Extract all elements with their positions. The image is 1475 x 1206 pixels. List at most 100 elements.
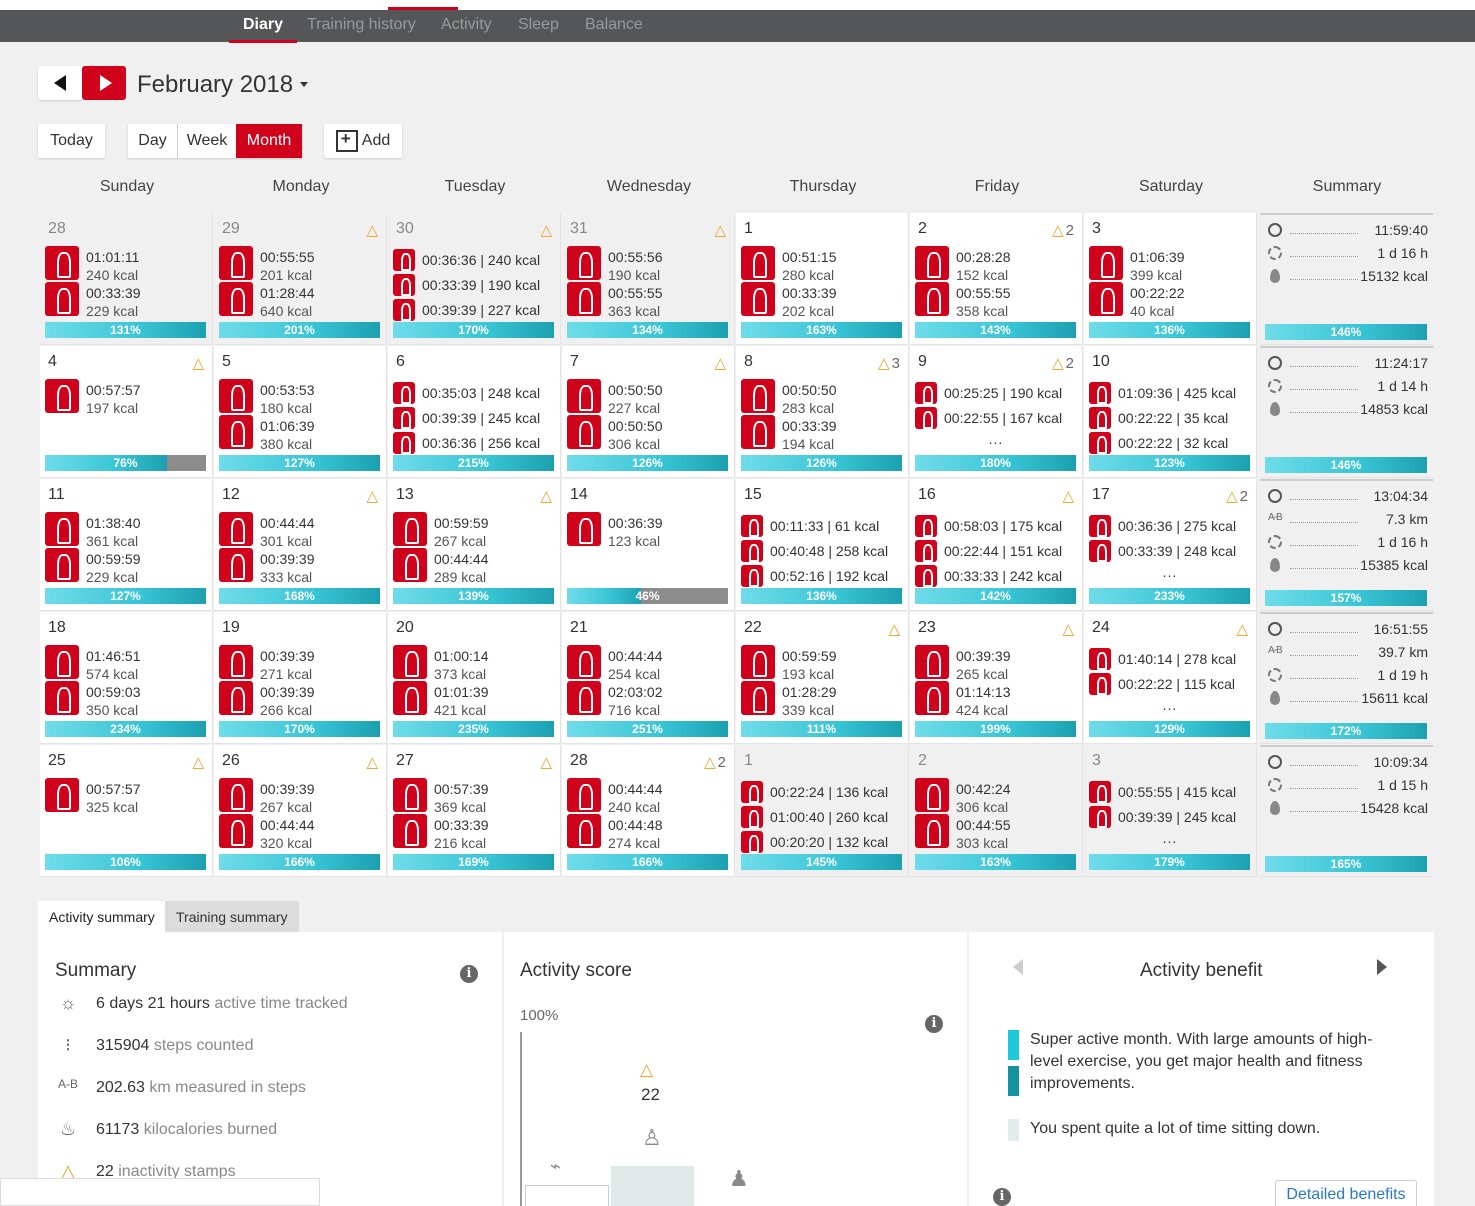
- calendar-day-cell[interactable]: 16 △ 00:58:03 | 175 kcal 00:22:44 | 151 kca…: [910, 479, 1083, 611]
- entry-duration-kcal: 00:33:33 | 242 kcal: [944, 568, 1063, 584]
- entry-kcal: 265 kcal: [956, 666, 1009, 682]
- calendar-day-cell[interactable]: 14 00:36:39 123 kcal 46%: [562, 479, 735, 611]
- weekly-goal-percent: 172%: [1330, 724, 1362, 738]
- summary-row: 15611 kcal: [1268, 690, 1428, 708]
- info-icon[interactable]: i: [993, 1188, 1011, 1206]
- calendar-day-cell[interactable]: 28 △ 2 00:44:44 240 kcal 00:44:48 274 kcal 166%: [562, 745, 735, 877]
- more-entries-indicator[interactable]: ...: [1162, 697, 1178, 713]
- calendar-day-cell[interactable]: 19 00:39:39 271 kcal 00:39:39 266 kcal 170%: [214, 612, 387, 744]
- inactivity-stamp-icon: △: [366, 222, 378, 239]
- calendar-day-cell[interactable]: 17 △ 2 00:36:36 | 275 kcal 00:33:39 | 248 kc…: [1084, 479, 1257, 611]
- weightlifting-icon: [567, 379, 601, 413]
- calendar-day-cell[interactable]: 18 01:46:51 574 kcal 00:59:03 350 kcal 234%: [40, 612, 213, 744]
- benefit-next-icon[interactable]: [1377, 959, 1387, 975]
- more-entries-indicator[interactable]: ...: [988, 431, 1004, 447]
- calendar-day-cell[interactable]: 10 01:09:36 | 425 kcal 00:22:22 | 35 kcal 0…: [1084, 346, 1257, 478]
- entry-kcal: 216 kcal: [434, 835, 487, 851]
- calendar-day-cell[interactable]: 13 △ 00:59:59 267 kcal 00:44:44 289 kcal 139%: [388, 479, 561, 611]
- calendar-day-cell[interactable]: 31 △ 00:55:56 190 kcal 00:55:55 363 kcal 134%: [562, 213, 735, 345]
- benefit-prev-icon[interactable]: [1013, 959, 1023, 975]
- calendar-day-cell[interactable]: 15 00:11:33 | 61 kcal 00:40:48 | 258 kcal 0…: [736, 479, 909, 611]
- calendar-day-cell[interactable]: 30 △ 00:36:36 | 240 kcal 00:33:39 | 190 kca…: [388, 213, 561, 345]
- entry-duration-kcal: 00:35:03 | 248 kcal: [422, 385, 541, 401]
- day-number: 13: [396, 486, 414, 503]
- day-number: 12: [222, 486, 240, 503]
- entry-duration-kcal: 00:36:36 | 256 kcal: [422, 435, 541, 451]
- entry-kcal: 197 kcal: [86, 400, 139, 416]
- day-number: 17: [1092, 486, 1110, 503]
- calendar-day-cell[interactable]: 28 01:01:11 240 kcal 00:33:39 229 kcal 131%: [40, 213, 213, 345]
- rowing-icon: [1089, 806, 1111, 829]
- caret-down-icon[interactable]: [300, 82, 308, 87]
- calendar-day-cell[interactable]: 1 00:22:24 | 136 kcal 01:00:40 | 260 kcal 0…: [736, 745, 909, 877]
- calendar-day-cell[interactable]: 3 00:55:55 | 415 kcal 00:39:39 | 245 kcal.…: [1084, 745, 1257, 877]
- calendar-day-cell[interactable]: 12 △ 00:44:44 301 kcal 00:39:39 333 kcal 168%: [214, 479, 387, 611]
- info-icon[interactable]: i: [925, 1015, 943, 1033]
- calendar-day-cell[interactable]: 7 △ 00:50:50 227 kcal 00:50:50 306 kcal 126%: [562, 346, 735, 478]
- view-month-button[interactable]: Month: [236, 124, 302, 158]
- calendar-day-cell[interactable]: 2 △ 2 00:28:28 152 kcal 00:55:55 358 kcal 143%: [910, 213, 1083, 345]
- hiking-icon: [915, 645, 949, 679]
- calendar-day-cell[interactable]: 5 00:53:53 180 kcal 01:06:39 380 kcal 127%: [214, 346, 387, 478]
- entry-kcal: 193 kcal: [782, 666, 835, 682]
- calendar-day-cell[interactable]: 26 △ 00:39:39 267 kcal 00:44:44 320 kcal 166%: [214, 745, 387, 877]
- running-icon: [45, 645, 79, 679]
- tab-activity-summary[interactable]: Activity summary: [38, 901, 166, 932]
- calendar-day-cell[interactable]: 29 △ 00:55:55 201 kcal 01:28:44 640 kcal 201%: [214, 213, 387, 345]
- daily-goal-bar: 215%: [393, 455, 554, 471]
- entry-duration-kcal: 00:22:22 | 32 kcal: [1118, 435, 1229, 451]
- info-icon[interactable]: i: [460, 965, 478, 983]
- daily-goal-bar: 145%: [741, 854, 902, 870]
- more-entries-indicator[interactable]: ...: [1162, 830, 1178, 846]
- entry-kcal: 267 kcal: [434, 533, 487, 549]
- calendar-day-cell[interactable]: 3 01:06:39 399 kcal 00:22:22 40 kcal 136%: [1084, 213, 1257, 345]
- summary-value: 10:09:34: [1373, 754, 1429, 770]
- calendar-day-cell[interactable]: 1 00:51:15 280 kcal 00:33:39 202 kcal 163%: [736, 213, 909, 345]
- tab-diary[interactable]: Diary: [228, 16, 298, 43]
- calendar-day-cell[interactable]: 20 01:00:14 373 kcal 01:01:39 421 kcal 235%: [388, 612, 561, 744]
- tab-activity[interactable]: Activity: [441, 16, 492, 33]
- stamp-count: 3: [891, 355, 900, 372]
- calendar-day-cell[interactable]: 9 △ 2 00:25:25 | 190 kcal 00:22:55 | 167 kca…: [910, 346, 1083, 478]
- calendar-day-cell[interactable]: 24 △ 01:40:14 | 278 kcal 00:22:22 | 115 kca…: [1084, 612, 1257, 744]
- tab-training-history[interactable]: Training history: [307, 16, 416, 33]
- day-number: 10: [1092, 353, 1110, 370]
- sitting-bar: [611, 1166, 694, 1206]
- calendar-day-cell[interactable]: 22 △ 00:59:59 193 kcal 01:28:29 339 kcal 111%: [736, 612, 909, 744]
- calendar-day-cell[interactable]: 23 △ 00:39:39 265 kcal 01:14:13 424 kcal 199%: [910, 612, 1083, 744]
- day-number: 28: [48, 220, 66, 237]
- view-day-button[interactable]: Day: [128, 124, 178, 158]
- view-week-button[interactable]: Week: [186, 132, 228, 149]
- elliptical-icon: [219, 814, 253, 848]
- month-picker[interactable]: February 2018: [137, 71, 294, 98]
- dotted-leader: [1290, 522, 1358, 523]
- more-entries-indicator[interactable]: ...: [1162, 564, 1178, 580]
- today-button[interactable]: Today: [38, 124, 105, 158]
- next-month-button[interactable]: [82, 66, 126, 100]
- flame-icon: [1270, 801, 1280, 815]
- add-button[interactable]: Add: [324, 124, 402, 158]
- detailed-benefits-button[interactable]: Detailed benefits: [1275, 1180, 1417, 1206]
- calendar-day-cell[interactable]: 27 △ 00:57:39 369 kcal 00:33:39 216 kcal 169%: [388, 745, 561, 877]
- daily-goal-fill: [1089, 322, 1250, 338]
- stat-label: steps counted: [153, 1037, 254, 1054]
- calendar-day-cell[interactable]: 4 △ 00:57:57 197 kcal 76%: [40, 346, 213, 478]
- calendar-day-cell[interactable]: 11 01:38:40 361 kcal 00:59:59 229 kcal 127%: [40, 479, 213, 611]
- calendar-day-cell[interactable]: 6 00:35:03 | 248 kcal 00:39:39 | 245 kcal 0…: [388, 346, 561, 478]
- daily-goal-bar: 170%: [219, 721, 380, 737]
- tab-balance[interactable]: Balance: [585, 16, 643, 33]
- summary-value: 15428 kcal: [1360, 800, 1428, 816]
- calendar-day-cell[interactable]: 8 △ 3 00:50:50 283 kcal 00:33:39 194 kcal 126%: [736, 346, 909, 478]
- daily-goal-fill: [567, 854, 728, 870]
- tab-sleep[interactable]: Sleep: [518, 16, 559, 33]
- tab-training-summary[interactable]: Training summary: [165, 901, 299, 932]
- dotted-leader: [1290, 701, 1358, 702]
- calendar-day-cell[interactable]: 25 △ 00:57:57 325 kcal 106%: [40, 745, 213, 877]
- previous-month-button[interactable]: [38, 66, 82, 100]
- calendar-day-cell[interactable]: 2 00:42:24 306 kcal 00:44:55 303 kcal 163%: [910, 745, 1083, 877]
- entry-kcal: 399 kcal: [1130, 267, 1183, 283]
- calendar-day-cell[interactable]: 21 00:44:44 254 kcal 02:03:02 716 kcal 251%: [562, 612, 735, 744]
- daily-goal-percent: 127%: [110, 589, 141, 603]
- stamp-count: 2: [1065, 222, 1074, 239]
- daily-goal-fill: [393, 322, 554, 338]
